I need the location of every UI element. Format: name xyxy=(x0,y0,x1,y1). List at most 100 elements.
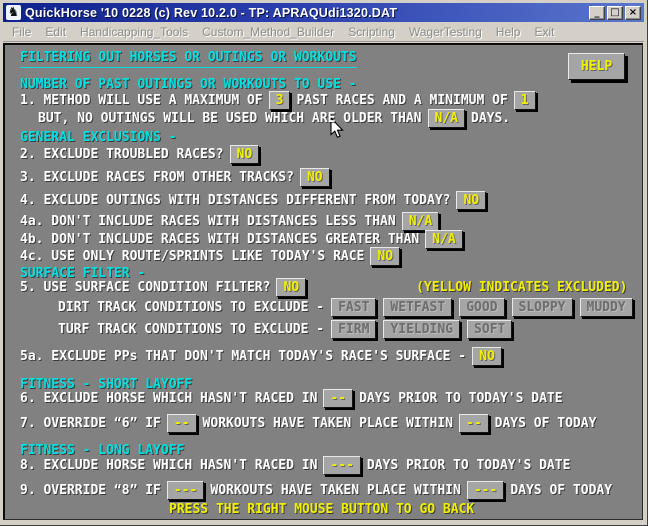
dirt-good-button[interactable]: GOOD xyxy=(459,297,505,317)
short-workout-count-button[interactable]: -- xyxy=(166,413,197,433)
q9-label-b: WORKOUTS HAVE TAKEN PLACE WITHIN xyxy=(210,482,461,498)
section-outings-count: NUMBER OF PAST OUTINGS OR WORKOUTS TO US… xyxy=(20,73,357,95)
q7-label-b: WORKOUTS HAVE TAKEN PLACE WITHIN xyxy=(202,415,453,431)
exclude-other-tracks-button[interactable]: NO xyxy=(299,167,330,187)
min-races-button[interactable]: 1 xyxy=(513,90,536,110)
q6-label-a: 6. EXCLUDE HORSE WHICH HASN'T RACED IN xyxy=(20,390,318,406)
dirt-wetfast-button[interactable]: WETFAST xyxy=(383,297,453,317)
q4b-row: 4b. DON'T INCLUDE RACES WITH DISTANCES G… xyxy=(20,228,469,250)
menu-item-exit[interactable]: Exit xyxy=(534,24,555,39)
turf-yielding-button[interactable]: YIELDING xyxy=(383,319,461,339)
section-fitness-long: FITNESS - LONG LAYOFF xyxy=(20,439,184,461)
q8-label-b: DAYS PRIOR TO TODAY'S DATE xyxy=(366,457,571,473)
close-button[interactable]: × xyxy=(625,5,641,20)
section-heading-outings: NUMBER OF PAST OUTINGS OR WORKOUTS TO US… xyxy=(20,76,357,92)
footer-hint-row: PRESS THE RIGHT MOUSE BUTTON TO GO BACK xyxy=(169,498,475,519)
help-button[interactable]: HELP xyxy=(568,53,625,80)
horse-app-icon: ♞ xyxy=(6,5,21,20)
q9-label-a: 9. OVERRIDE “8” IF xyxy=(20,482,161,498)
q5a-row: 5a. EXCLUDE PPs THAT DON'T MATCH TODAY'S… xyxy=(20,345,508,367)
long-workout-days-button[interactable]: --- xyxy=(466,480,505,500)
yellow-excluded-note: (YELLOW INDICATES EXCLUDED) xyxy=(416,279,628,295)
minimize-button[interactable]: _ xyxy=(589,5,605,20)
route-sprint-button[interactable]: NO xyxy=(370,246,401,266)
exclude-diff-distance-button[interactable]: NO xyxy=(456,190,487,210)
q4b-label: 4b. DON'T INCLUDE RACES WITH DISTANCES G… xyxy=(20,231,420,247)
q5-row: 5. USE SURFACE CONDITION FILTER? NO (YELLO… xyxy=(20,276,627,298)
menu-item-edit[interactable]: Edit xyxy=(45,24,67,39)
section-fitness-short: FITNESS - SHORT LAYOFF xyxy=(20,373,192,395)
dirt-conditions-label: DIRT TRACK CONDITIONS TO EXCLUDE - xyxy=(58,299,325,315)
q4a-row: 4a. DON'T INCLUDE RACES WITH DISTANCES L… xyxy=(20,210,445,232)
surface-match-button[interactable]: NO xyxy=(472,346,502,366)
window-controls: _ □ × xyxy=(589,5,641,20)
long-layoff-days-button[interactable]: --- xyxy=(323,455,361,475)
q9-row: 9. OVERRIDE “8” IF --- WORKOUTS HAVE TAKEN… xyxy=(20,479,612,501)
turf-firm-button[interactable]: FIRM xyxy=(331,319,377,339)
q1b-label-b: DAYS. xyxy=(471,110,511,126)
mouse-cursor xyxy=(330,117,344,139)
q9-label-c: DAYS OF TODAY xyxy=(510,482,613,498)
turf-conditions-row: TURF TRACK CONDITIONS TO EXCLUDE - FIRM YI… xyxy=(58,318,513,340)
menu-bar: File Edit Handicapping_Tools Custom_Method_… xyxy=(3,22,644,42)
maximize-button[interactable]: □ xyxy=(607,5,623,20)
section-general-exclusions: GENERAL EXCLUSIONS - xyxy=(20,126,177,148)
menu-item-file[interactable]: File xyxy=(12,24,32,39)
distance-less-than-button[interactable]: N/A xyxy=(401,211,440,231)
menu-item-custom-method-builder[interactable]: Custom_Method_Builder xyxy=(202,24,335,39)
q7-label-c: DAYS OF TODAY xyxy=(494,415,597,431)
short-workout-days-button[interactable]: -- xyxy=(459,413,489,433)
q8-label-a: 8. EXCLUDE HORSE WHICH HASN'T RACED IN xyxy=(20,457,318,473)
long-workout-count-button[interactable]: --- xyxy=(166,480,205,500)
q2-row: 2. EXCLUDE TROUBLED RACES? NO xyxy=(20,143,265,165)
q6-row: 6. EXCLUDE HORSE WHICH HASN'T RACED IN --… xyxy=(20,387,563,409)
dirt-conditions-row: DIRT TRACK CONDITIONS TO EXCLUDE - FAST WE… xyxy=(58,296,633,318)
q5a-label: 5a. EXCLUDE PPs THAT DON'T MATCH TODAY'S… xyxy=(20,348,467,364)
section-surface-filter: SURFACE FILTER - xyxy=(20,262,145,284)
q4-label: 4. EXCLUDE OUTINGS WITH DISTANCES DIFFER… xyxy=(20,192,451,208)
distance-greater-than-button[interactable]: N/A xyxy=(425,229,463,249)
older-than-days-button[interactable]: N/A xyxy=(427,108,465,128)
turf-conditions-label: TURF TRACK CONDITIONS TO EXCLUDE - xyxy=(58,321,325,337)
section-heading-surface: SURFACE FILTER - xyxy=(20,265,146,281)
q1-label-b: PAST RACES AND A MINIMUM OF xyxy=(296,92,508,108)
q7-label-a: 7. OVERRIDE “6” IF xyxy=(20,415,161,431)
q7-row: 7. OVERRIDE “6” IF -- WORKOUTS HAVE TAKEN … xyxy=(20,412,596,434)
exclude-troubled-button[interactable]: NO xyxy=(229,144,260,164)
surface-filter-button[interactable]: NO xyxy=(276,277,307,297)
q4c-label: 4c. USE ONLY ROUTE/SPRINTS LIKE TODAY'S … xyxy=(20,248,365,264)
q1b-label-a: BUT, NO OUTINGS WILL BE USED WHICH ARE O… xyxy=(38,110,422,126)
q3-row: 3. EXCLUDE RACES FROM OTHER TRACKS? NO xyxy=(20,166,336,188)
q8-row: 8. EXCLUDE HORSE WHICH HASN'T RACED IN --… xyxy=(20,454,570,476)
menu-item-help[interactable]: Help xyxy=(495,24,521,39)
section-heading-general: GENERAL EXCLUSIONS - xyxy=(20,129,177,145)
q1b-row: BUT, NO OUTINGS WILL BE USED WHICH ARE O… xyxy=(38,107,510,129)
section-heading-fitness-long: FITNESS - LONG LAYOFF xyxy=(20,442,185,458)
dirt-muddy-button[interactable]: MUDDY xyxy=(579,297,633,317)
dirt-fast-button[interactable]: FAST xyxy=(331,297,377,317)
q5-label: 5. USE SURFACE CONDITION FILTER? xyxy=(20,279,271,295)
short-layoff-days-button[interactable]: -- xyxy=(323,388,354,408)
q6-label-b: DAYS PRIOR TO TODAY'S DATE xyxy=(359,390,563,406)
title-bar[interactable]: ♞ QuickHorse '10 0228 (c) Rev 10.2.0 - T… xyxy=(3,3,644,22)
q4c-row: 4c. USE ONLY ROUTE/SPRINTS LIKE TODAY'S … xyxy=(20,245,406,267)
q1-label-a: 1. METHOD WILL USE A MAXIMUM OF xyxy=(20,92,263,108)
dirt-sloppy-button[interactable]: SLOPPY xyxy=(511,297,573,317)
menu-item-scripting[interactable]: Scripting xyxy=(348,24,395,39)
q1-row: 1. METHOD WILL USE A MAXIMUM OF 3 PAST RAC… xyxy=(20,89,542,111)
go-back-hint: PRESS THE RIGHT MOUSE BUTTON TO GO BACK xyxy=(169,501,475,517)
max-races-button[interactable]: 3 xyxy=(268,90,291,110)
screen-title-row: FILTERING OUT HORSES OR OUTINGS OR WORKO… xyxy=(20,48,357,70)
q2-label: 2. EXCLUDE TROUBLED RACES? xyxy=(20,146,224,162)
screen: HELP FILTERING OUT HORSES OR OUTINGS OR … xyxy=(3,43,643,520)
q4a-label: 4a. DON'T INCLUDE RACES WITH DISTANCES L… xyxy=(20,213,396,229)
q4-row: 4. EXCLUDE OUTINGS WITH DISTANCES DIFFER… xyxy=(20,189,492,211)
screen-title: FILTERING OUT HORSES OR OUTINGS OR WORKO… xyxy=(20,50,357,68)
menu-item-handicapping-tools[interactable]: Handicapping_Tools xyxy=(80,24,189,39)
menu-item-wagertesting[interactable]: WagerTesting xyxy=(408,24,482,39)
turf-soft-button[interactable]: SOFT xyxy=(467,319,513,339)
q3-label: 3. EXCLUDE RACES FROM OTHER TRACKS? xyxy=(20,169,294,185)
section-heading-fitness-short: FITNESS - SHORT LAYOFF xyxy=(20,376,193,392)
window-title: QuickHorse '10 0228 (c) Rev 10.2.0 - TP:… xyxy=(25,5,398,20)
